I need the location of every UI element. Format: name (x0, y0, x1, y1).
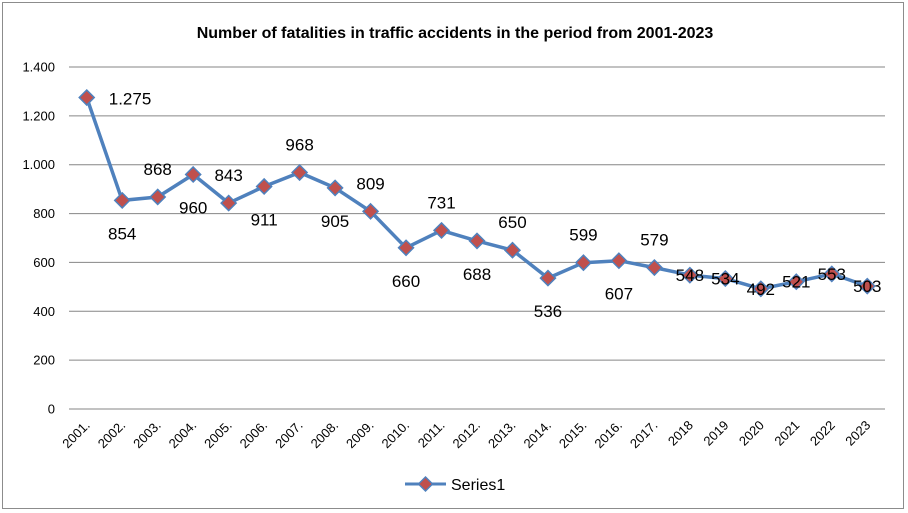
data-point (255, 177, 273, 196)
gridlines (69, 66, 885, 410)
x-tick-label: 2021 (771, 418, 802, 449)
data-point (149, 188, 167, 206)
x-tick-label: 2020 (736, 418, 767, 449)
x-tick-label: 2013. (485, 418, 519, 452)
data-label: 579 (640, 231, 668, 250)
y-tick-label: 1.200 (22, 108, 55, 123)
data-label: 534 (711, 270, 739, 289)
x-tick-label: 2011. (415, 418, 448, 451)
data-point (432, 221, 451, 239)
data-point (645, 258, 663, 277)
y-tick-label: 400 (33, 304, 55, 319)
data-label: 1.275 (109, 90, 152, 109)
data-point (610, 252, 628, 270)
x-axis: 2001. 2002. 2003. 2004. 2005. 2006. 2007. 2008.… (59, 418, 873, 452)
data-label: 660 (392, 272, 420, 291)
y-tick-label: 0 (48, 402, 55, 417)
x-tick-label: 2002. (95, 418, 129, 452)
data-point (858, 277, 876, 295)
series-1 (78, 88, 876, 298)
data-label: 911 (251, 210, 278, 229)
data-label: 521 (782, 273, 810, 292)
data-label: 492 (747, 280, 775, 299)
x-tick-label: 2022 (807, 418, 838, 449)
data-label: 905 (321, 212, 349, 231)
data-label: 809 (356, 174, 384, 193)
data-point (78, 88, 96, 107)
data-point (823, 265, 841, 283)
data-label: 650 (498, 213, 526, 232)
chart-title: Number of fatalities in traffic accident… (197, 25, 714, 42)
y-tick-label: 1.400 (22, 60, 55, 75)
data-label: 688 (463, 265, 491, 284)
x-tick-label: 2004. (166, 418, 200, 452)
x-tick-label: 2014. (520, 418, 554, 452)
data-point (503, 241, 522, 259)
data-point (326, 179, 344, 197)
data-label: 843 (214, 166, 242, 185)
x-tick-label: 2015. (556, 418, 590, 452)
x-tick-label: 2003. (130, 418, 164, 452)
data-point (681, 266, 699, 284)
data-point (716, 269, 734, 288)
x-tick-label: 2012. (450, 418, 484, 452)
data-point (113, 191, 131, 209)
x-tick-label: 2017. (627, 418, 661, 452)
data-label: 599 (569, 226, 597, 245)
data-label: 868 (144, 160, 172, 179)
data-label: 854 (108, 224, 136, 243)
y-tick-label: 800 (33, 206, 55, 221)
data-label: 731 (427, 193, 455, 212)
x-tick-label: 2019 (700, 418, 731, 449)
data-label: 503 (853, 277, 881, 296)
data-point (184, 165, 202, 184)
data-point (362, 202, 380, 220)
y-axis: 0 200 400 600 800 1.000 1.200 1.400 (22, 60, 55, 417)
legend-marker-swatch (417, 475, 434, 493)
x-tick-label: 2006. (237, 418, 271, 452)
x-tick-label: 2018 (665, 418, 696, 449)
data-label: 960 (179, 198, 207, 217)
x-tick-label: 2008. (308, 418, 342, 452)
y-tick-label: 600 (33, 255, 55, 270)
data-label: 548 (676, 266, 704, 285)
data-label: 553 (818, 265, 846, 284)
line-chart: Number of fatalities in traffic accident… (22, 25, 885, 494)
data-point (397, 239, 415, 257)
data-point (220, 194, 238, 212)
x-tick-label: 2023 (842, 418, 873, 449)
x-tick-label: 2005. (201, 418, 235, 452)
x-tick-label: 2010. (379, 418, 413, 452)
data-point (787, 273, 805, 291)
x-tick-label: 2001. (59, 418, 93, 452)
data-point (539, 269, 557, 287)
data-point (468, 232, 486, 250)
legend-label: Series1 (451, 477, 505, 494)
data-labels: 1.275 854 868 960 843 911 968 905 809 660 731 688 65… (108, 90, 881, 322)
x-tick-label: 2007. (272, 418, 306, 452)
data-point (574, 254, 592, 272)
x-tick-label: 2016. (591, 418, 625, 452)
data-label: 607 (605, 285, 633, 304)
data-label: 536 (534, 302, 562, 321)
y-tick-label: 200 (33, 353, 55, 368)
x-tick-label: 2009. (343, 418, 377, 452)
series-line (85, 96, 868, 291)
legend: Series1 (405, 475, 505, 494)
y-tick-label: 1.000 (22, 157, 55, 172)
data-label: 968 (285, 136, 313, 155)
data-point (752, 280, 770, 298)
data-point (291, 163, 309, 182)
